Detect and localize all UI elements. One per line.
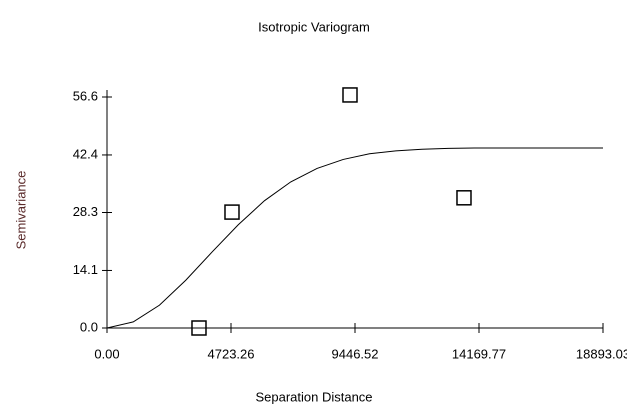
y-tick-label: 42.4	[73, 146, 98, 161]
y-tick-label: 56.6	[73, 88, 98, 103]
data-point	[456, 190, 472, 206]
y-tick-label: 28.3	[73, 204, 98, 219]
chart-title: Isotropic Variogram	[258, 19, 370, 34]
x-tick-label: 9446.52	[332, 346, 379, 361]
data-point	[224, 204, 240, 220]
x-tick-label: 4723.26	[208, 346, 255, 361]
x-axis-label: Separation Distance	[255, 389, 372, 404]
y-axis-label: Semivariance	[13, 171, 28, 250]
y-tick-label: 0.0	[80, 319, 98, 334]
data-point	[342, 87, 358, 103]
data-point	[191, 320, 207, 336]
x-tick-label: 18893.03	[576, 346, 627, 361]
x-tick-label: 0.00	[94, 346, 119, 361]
model-line	[106, 147, 603, 329]
y-tick-label: 14.1	[73, 262, 98, 277]
x-tick-label: 14169.77	[452, 346, 506, 361]
